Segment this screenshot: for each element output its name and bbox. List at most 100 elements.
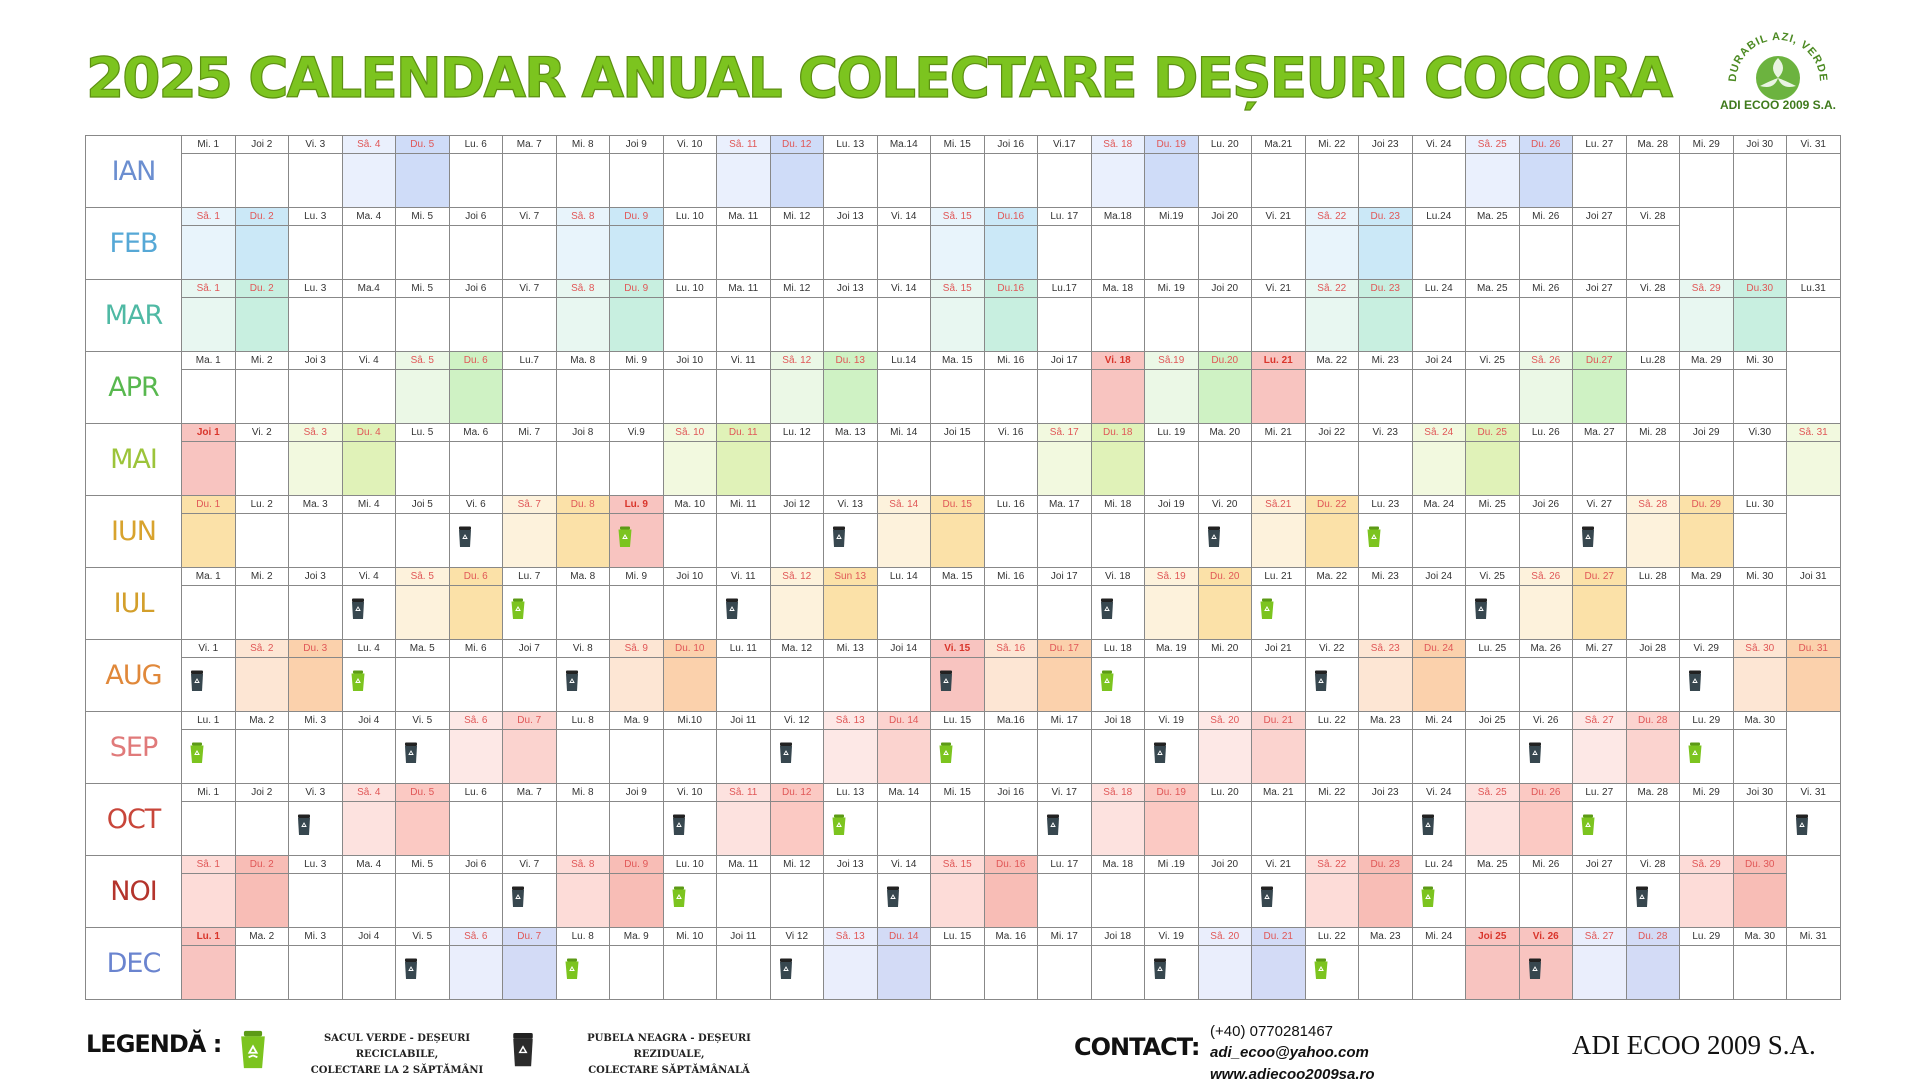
day-label: Mi. 7 [503,424,556,442]
day-cell: Lu. 29 [1679,927,1734,1000]
day-label: Vi. 15 [931,640,984,658]
day-cell: Joi 26 [1518,495,1573,568]
day-label: Joi 6 [449,856,502,874]
day-label: Vi. 22 [1305,640,1358,658]
legend-residual-line2: COLECTARE SĂPTĂMÂNALĂ [588,1065,750,1076]
day-label: Mi. 31 [1787,928,1840,946]
day-cell: Vi. 22 [1304,639,1359,712]
day-cell: Mi. 22 [1304,135,1359,208]
day-cell: Du. 6 [448,567,503,640]
day-label: Vi. 13 [824,496,877,514]
day-label: Sâ. 1 [182,280,235,298]
day-cell: Ma. 12 [769,639,824,712]
day-cell: Mi. 4 [341,495,396,568]
day-label: Du. 29 [1680,496,1733,514]
day-label: Mi. 14 [877,424,930,442]
black-bin-icon [1420,814,1436,836]
day-cell: Joi 9 [609,135,664,208]
day-cell: Du. 5 [395,783,450,856]
day-label: Vi. 21 [1252,280,1305,298]
day-label: Joi 20 [1198,208,1251,226]
day-cell: Joi 21 [1251,639,1306,712]
day-label: Joi 3 [289,352,342,370]
day-label: Sâ. 26 [1519,568,1572,586]
day-label: Sâ. 3 [289,424,342,442]
day-label: Ma. 25 [1466,208,1519,226]
day-label: Joi 27 [1573,208,1626,226]
day-label: Du. 7 [503,928,556,946]
day-label: Ma. 8 [556,352,609,370]
day-cell: Joi 2 [234,135,289,208]
day-cell: Vi. 12 [769,711,824,784]
day-label: Lu. 9 [610,496,663,514]
day-label: Du. 17 [1038,640,1091,658]
day-label: Ma. 9 [610,928,663,946]
day-label: Sâ. 22 [1305,208,1358,226]
day-label: Lu. 6 [449,784,502,802]
day-label: Mi. 12 [770,280,823,298]
day-cell: Vi. 21 [1251,279,1306,352]
day-label: Sâ. 22 [1305,856,1358,874]
day-cell: Sâ. 29 [1679,855,1734,928]
day-cell: Ma. 29 [1679,351,1734,424]
month-name: AUG [85,639,182,712]
day-cell: Lu. 14 [876,567,931,640]
day-label: Mi. 22 [1305,784,1358,802]
day-label: Ma. 18 [1091,856,1144,874]
day-cell: Lu. 8 [555,711,610,784]
black-bin-icon [1152,958,1168,980]
day-label: Sâ. 20 [1198,712,1251,730]
month-name: APR [85,351,182,424]
day-label: Joi 15 [931,424,984,442]
day-label: Vi. 24 [1412,136,1465,154]
green-bag-icon [1580,814,1596,836]
day-cell: Du. 26 [1518,135,1573,208]
day-cell: Lu. 2 [234,495,289,568]
day-cell: Ma. 6 [448,423,503,496]
day-cell: Sâ. 14 [876,495,931,568]
black-bin-icon [1045,814,1061,836]
day-cell: Sâ. 19 [1144,567,1199,640]
black-bin-icon [938,670,954,692]
day-label: Du. 26 [1519,784,1572,802]
day-cell: Vi. 1 [181,639,236,712]
month-row-iun: IUN Du. 1 Lu. 2 Ma. 3 Mi. 4 Joi 5 Vi. 6 Sâ. 7 Du… [85,495,1841,568]
day-cell: Joi 19 [1144,495,1199,568]
day-label: Lu. 28 [1626,568,1679,586]
day-cell: Vi. 5 [395,711,450,784]
black-bin-icon [1634,886,1650,908]
day-label: Mi. 5 [396,280,449,298]
day-cell: Vi. 24 [1411,783,1466,856]
day-label: Sâ. 1 [182,856,235,874]
day-cell: Sâ. 30 [1732,639,1787,712]
day-cell: Sâ. 13 [823,711,878,784]
day-label: Vi. 10 [663,136,716,154]
day-cell: Vi. 19 [1144,711,1199,784]
day-label: Lu. 13 [824,784,877,802]
month-name: IUN [85,495,182,568]
day-cell: Joi 25 [1465,927,1520,1000]
day-cell: Lu. 19 [1144,423,1199,496]
contact-email[interactable]: adi_ecoo@yahoo.com [1210,1044,1369,1061]
day-label: Du. 23 [1359,856,1412,874]
day-label: Vi. 5 [396,928,449,946]
day-label: Mi. 29 [1680,784,1733,802]
day-label: Ma. 4 [342,856,395,874]
day-label: Lu. 8 [556,712,609,730]
day-cell: Ma. 9 [609,927,664,1000]
day-label: Ma. 21 [1252,784,1305,802]
green-bag-icon [1259,598,1275,620]
day-cell: Mi. 12 [769,207,824,280]
contact-website[interactable]: www.adiecoo2009sa.ro [1210,1066,1375,1083]
day-label: Joi 7 [503,640,556,658]
day-cell: Ma. 11 [716,207,771,280]
day-label: Mi. 25 [1466,496,1519,514]
day-cell: Lu. 1 [181,927,236,1000]
day-label: Lu. 17 [1038,856,1091,874]
day-cell: Vi. 4 [341,351,396,424]
green-bag-icon [189,742,205,764]
day-label: Mi. 3 [289,928,342,946]
day-cell: Lu. 8 [555,927,610,1000]
day-label: Du. 26 [1519,136,1572,154]
day-label: Lu. 26 [1519,424,1572,442]
